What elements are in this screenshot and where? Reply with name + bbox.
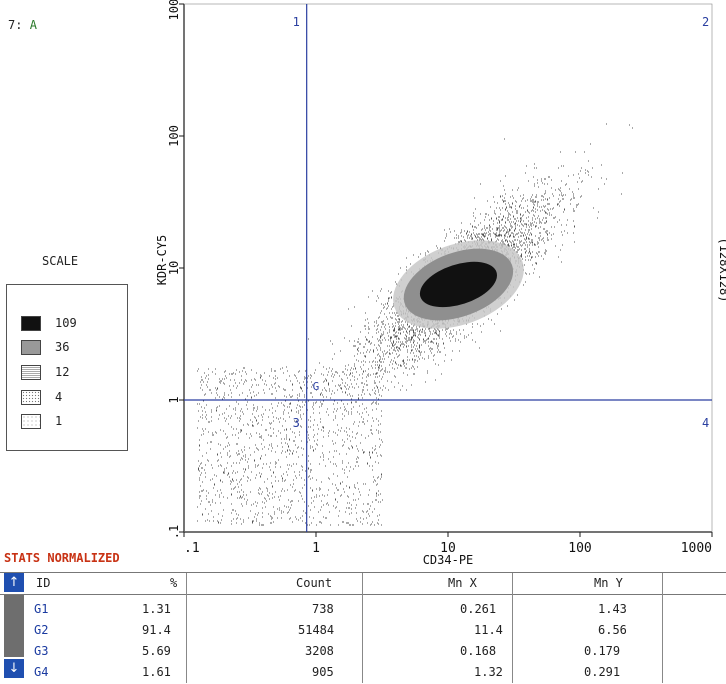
y-tick-label: 1000 <box>167 0 181 20</box>
x-axis-label: CD34-PE <box>423 553 474 567</box>
row-id: G3 <box>34 644 49 658</box>
legend-swatch <box>21 389 41 405</box>
column-divider <box>362 573 363 683</box>
x-tick-label: 1 <box>312 541 320 556</box>
column-divider <box>512 573 513 683</box>
legend-swatch <box>21 339 41 355</box>
scale-title: SCALE <box>42 254 79 268</box>
row-mnx: 1.32 <box>474 665 503 679</box>
row-mnx: 0.261 <box>460 602 497 616</box>
quadrant-label: 2 <box>702 15 709 29</box>
legend-label: 4 <box>55 390 63 404</box>
scroll-down-button[interactable]: ↓ <box>4 659 24 678</box>
legend-item-36: 36 <box>21 339 69 355</box>
scale-legend: 109 36 12 4 1 <box>6 284 128 451</box>
gate-label: G <box>313 380 320 393</box>
table-row[interactable]: G1 1.31 738 0.261 1.43 <box>0 599 726 620</box>
x-tick-label: 10 <box>440 541 456 556</box>
row-id: G2 <box>34 623 49 637</box>
plot-number: 7: <box>8 18 23 32</box>
header-id: ID <box>36 576 51 590</box>
quadrant-label: 3 <box>293 416 300 430</box>
header-count: Count <box>296 576 333 590</box>
stats-title: STATS NORMALIZED <box>4 551 120 565</box>
header-mny: Mn Y <box>594 576 623 590</box>
row-count: 738 <box>312 602 334 616</box>
row-pct: 91.4 <box>142 623 171 637</box>
row-mny: 0.291 <box>584 665 621 679</box>
row-pct: 1.31 <box>142 602 171 616</box>
row-id: G4 <box>34 665 49 679</box>
legend-item-4: 4 <box>21 389 62 405</box>
row-count: 905 <box>312 665 334 679</box>
scroll-up-button[interactable]: ↑ <box>4 573 24 592</box>
legend-swatch <box>21 413 41 429</box>
y-tick-label: 1 <box>167 396 181 403</box>
plot-label: 7: A <box>8 18 37 32</box>
row-id: G1 <box>34 602 49 616</box>
density-level-109 <box>419 261 497 308</box>
row-mny: 6.56 <box>598 623 627 637</box>
row-count: 3208 <box>305 644 334 658</box>
stats-header-row: ID % Count Mn X Mn Y <box>0 572 726 595</box>
quadrant-label: 1 <box>293 15 300 29</box>
y-tick-label: 10 <box>167 261 181 275</box>
header-mnx: Mn X <box>448 576 477 590</box>
legend-label: 1 <box>55 414 63 428</box>
x-tick-label: 100 <box>568 541 591 556</box>
legend-swatch <box>21 315 41 331</box>
density-plot: 1 2 3 4 G .1 1 10 100 1000 .1 1 10 100 1000 CD34-PE KDR-… <box>155 0 726 567</box>
scrollbar-track[interactable] <box>4 595 24 657</box>
column-divider <box>186 573 187 683</box>
legend-label: 109 <box>55 316 77 330</box>
row-mnx: 0.168 <box>460 644 497 658</box>
header-pct: % <box>170 576 178 590</box>
table-row[interactable]: G2 91.4 51484 11.4 6.56 <box>0 620 726 641</box>
y-axis-label: KDR-CY5 <box>155 235 169 286</box>
legend-label: 12 <box>55 365 70 379</box>
legend-label: 36 <box>55 340 70 354</box>
x-tick-label: 1000 <box>681 541 712 556</box>
row-count: 51484 <box>298 623 335 637</box>
row-mny: 0.179 <box>584 644 621 658</box>
x-tick-label: .1 <box>184 541 200 556</box>
legend-item-12: 12 <box>21 364 69 380</box>
table-row[interactable]: G4 1.61 905 1.32 0.291 <box>0 662 726 683</box>
legend-swatch <box>21 364 41 380</box>
row-mnx: 11.4 <box>474 623 503 637</box>
legend-item-109: 109 <box>21 315 77 331</box>
row-mny: 1.43 <box>598 602 627 616</box>
column-divider <box>662 573 663 683</box>
y-tick-label: 100 <box>167 125 181 147</box>
row-pct: 5.69 <box>142 644 171 658</box>
row-pct: 1.61 <box>142 665 171 679</box>
y-tick-label: .1 <box>167 525 181 539</box>
plot-code: A <box>29 18 37 32</box>
legend-item-1: 1 <box>21 413 62 429</box>
resolution-label: (128X128) <box>717 237 726 302</box>
table-row[interactable]: G3 5.69 3208 0.168 0.179 <box>0 641 726 662</box>
quadrant-label: 4 <box>702 416 709 430</box>
